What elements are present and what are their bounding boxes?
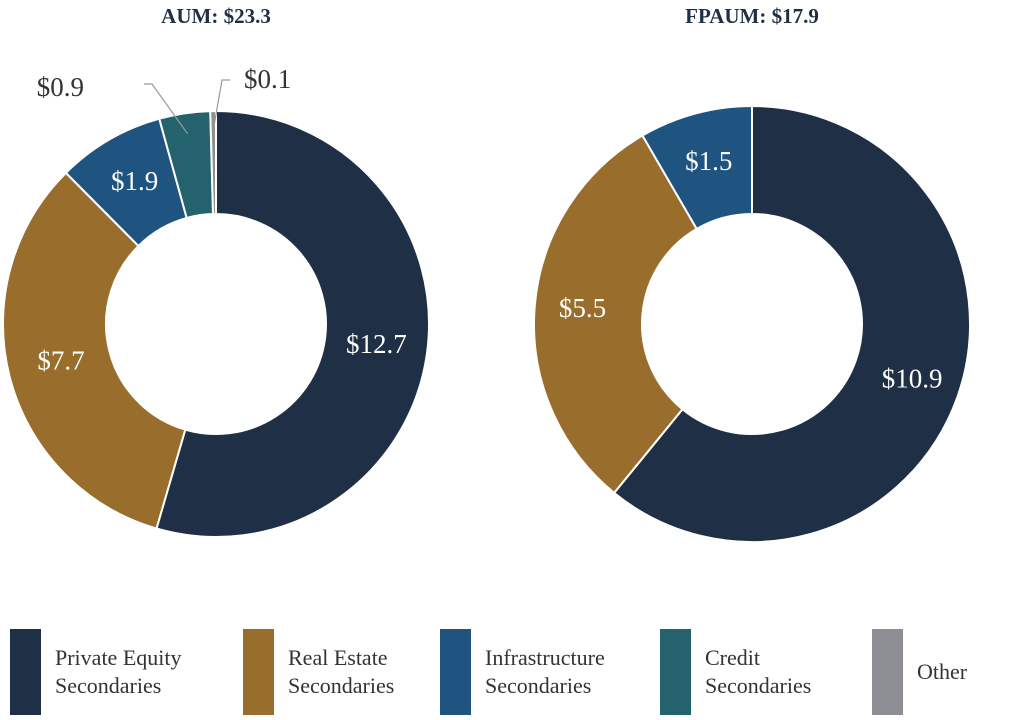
fpaum-chart-title: FPAUM: $17.9: [685, 4, 819, 28]
fpaum-label-real-estate-secondaries: $5.5: [559, 293, 606, 323]
legend-swatch-other: [872, 629, 903, 715]
fpaum-slice-infrastructure-secondaries: [641, 104, 753, 231]
aum-label-real-estate-secondaries: $7.7: [37, 346, 84, 376]
fpaum-slice-private-equity-secondaries: [612, 104, 971, 543]
aum-donut-chart: $12.7 $7.7 $1.9 $0.9 $0.1: [2, 64, 430, 538]
legend-swatch-private-equity: [10, 629, 41, 715]
fpaum-slice-real-estate-secondaries: [533, 134, 699, 495]
legend-label-infrastructure: Infrastructure Secondaries: [485, 645, 605, 698]
legend-label-credit: Credit Secondaries: [705, 645, 812, 698]
legend-item-credit: Credit Secondaries: [660, 628, 811, 716]
aum-label-other: $0.1: [244, 64, 291, 94]
aum-label-credit-secondaries: $0.9: [37, 72, 84, 102]
aum-slice-other: [209, 109, 217, 216]
fpaum-label-infrastructure-secondaries: $1.5: [685, 146, 732, 176]
aum-chart-title: AUM: $23.3: [161, 4, 271, 28]
fpaum-label-private-equity-secondaries: $10.9: [882, 363, 943, 393]
aum-slice-real-estate-secondaries: [2, 171, 187, 530]
legend-swatch-real-estate: [243, 629, 274, 715]
legend-label-real-estate: Real Estate Secondaries: [288, 645, 395, 698]
aum-leader-credit-secondaries: [144, 83, 189, 135]
legend-swatch-infrastructure: [440, 629, 471, 715]
aum-label-private-equity-secondaries: $12.7: [346, 329, 407, 359]
aum-leader-other: [212, 79, 230, 130]
legend-label-other: Other: [917, 659, 968, 684]
legend-item-infrastructure: Infrastructure Secondaries: [440, 628, 605, 716]
aum-slice-private-equity-secondaries: [155, 109, 430, 538]
legend-item-other: Other: [872, 628, 967, 716]
legend: Private Equity Secondaries Real Estate S…: [0, 628, 1021, 716]
legend-swatch-credit: [660, 629, 691, 715]
legend-item-real-estate: Real Estate Secondaries: [243, 628, 394, 716]
charts-area: AUM: $23.3 FPAUM: $17.9 $12.7 $7.7 $1.9 $0.…: [2, 4, 971, 543]
aum-label-infrastructure-secondaries: $1.9: [111, 166, 158, 196]
fpaum-donut-chart: $10.9 $5.5 $1.5: [533, 104, 971, 543]
legend-item-private-equity: Private Equity Secondaries: [10, 628, 181, 716]
legend-label-private-equity: Private Equity Secondaries: [55, 645, 182, 698]
